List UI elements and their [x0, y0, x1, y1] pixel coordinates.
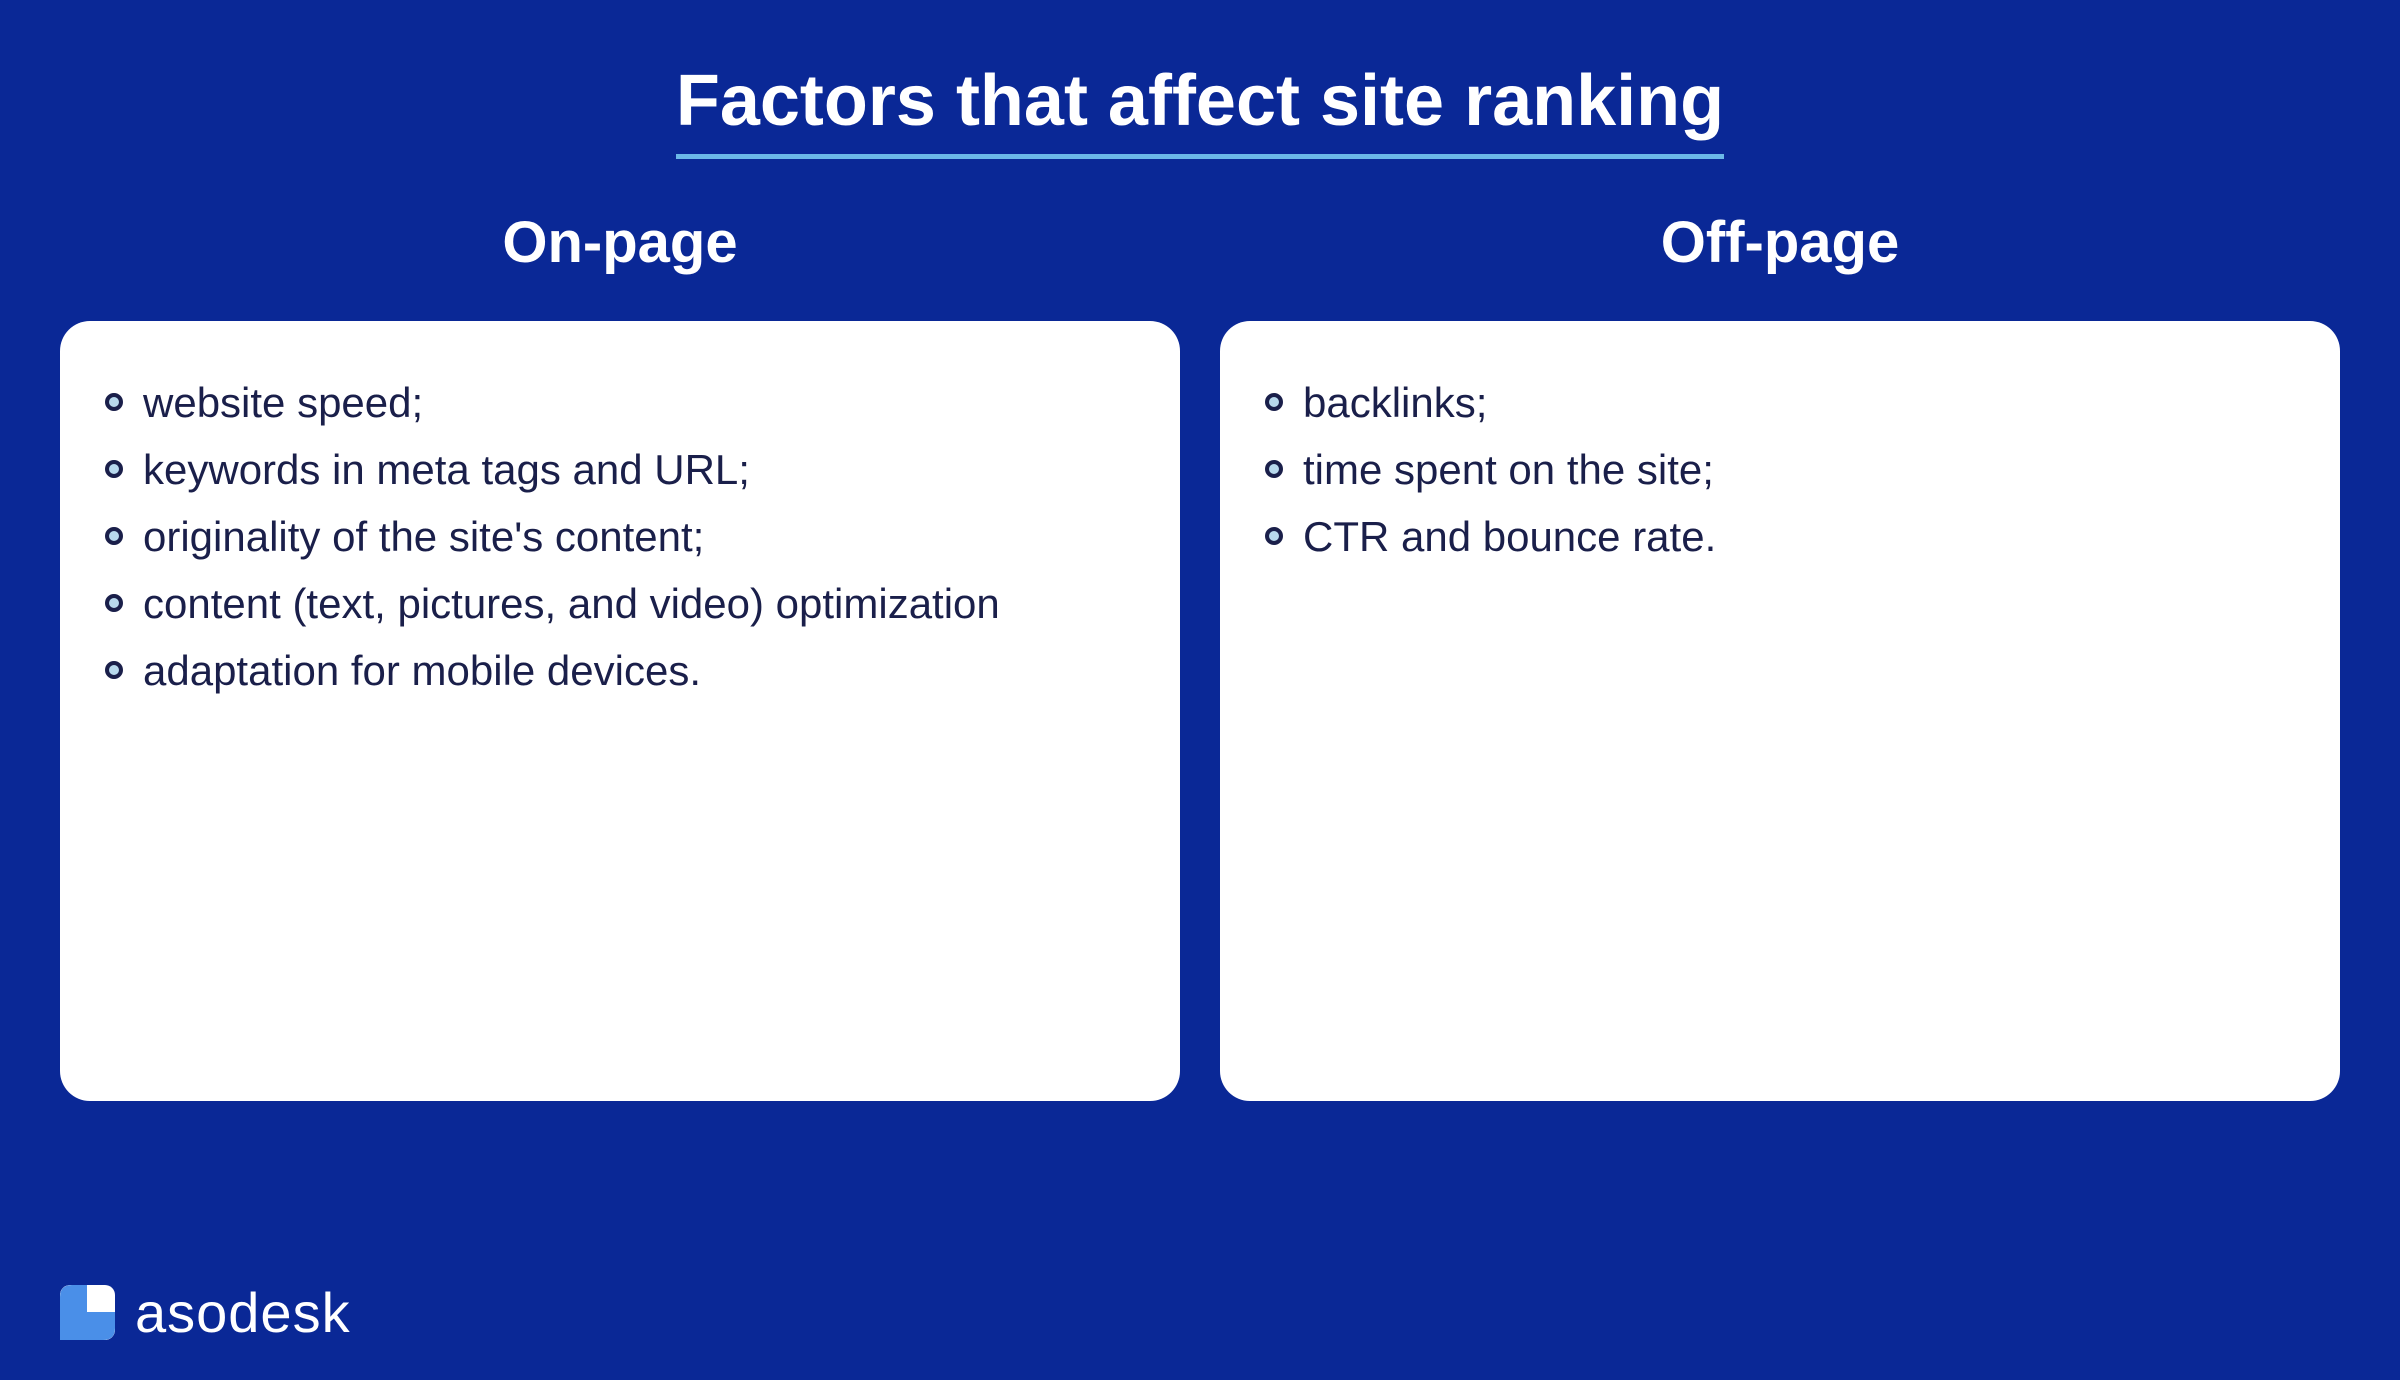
list-item: website speed;	[105, 371, 1135, 434]
brand-name: asodesk	[135, 1280, 351, 1345]
left-list: website speed; keywords in meta tags and…	[105, 371, 1135, 702]
columns-container: On-page website speed; keywords in meta …	[40, 209, 2360, 1101]
list-item: time spent on the site;	[1265, 438, 2295, 501]
list-item: originality of the site's content;	[105, 505, 1135, 568]
left-column-header: On-page	[60, 209, 1180, 276]
right-column: Off-page backlinks; time spent on the si…	[1220, 209, 2340, 1101]
brand-logo-icon	[60, 1285, 115, 1340]
right-list: backlinks; time spent on the site; CTR a…	[1265, 371, 2295, 568]
right-card: backlinks; time spent on the site; CTR a…	[1220, 321, 2340, 1101]
list-item: content (text, pictures, and video) opti…	[105, 572, 1135, 635]
list-item: keywords in meta tags and URL;	[105, 438, 1135, 501]
right-column-header: Off-page	[1220, 209, 2340, 276]
list-item: backlinks;	[1265, 371, 2295, 434]
list-item: adaptation for mobile devices.	[105, 639, 1135, 702]
title-container: Factors that affect site ranking	[40, 60, 2360, 159]
main-title: Factors that affect site ranking	[676, 60, 1724, 159]
left-column: On-page website speed; keywords in meta …	[60, 209, 1180, 1101]
brand-container: asodesk	[60, 1280, 351, 1345]
list-item: CTR and bounce rate.	[1265, 505, 2295, 568]
left-card: website speed; keywords in meta tags and…	[60, 321, 1180, 1101]
